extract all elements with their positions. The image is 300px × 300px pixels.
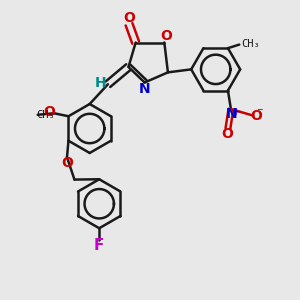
Text: N: N	[226, 107, 237, 122]
Text: F: F	[94, 238, 104, 253]
Text: ⁻: ⁻	[256, 106, 263, 119]
Text: O: O	[44, 105, 55, 119]
Text: O: O	[250, 109, 262, 123]
Text: H: H	[94, 76, 106, 90]
Text: O: O	[160, 29, 172, 43]
Text: O: O	[123, 11, 135, 25]
Text: +: +	[232, 107, 240, 117]
Text: N: N	[139, 82, 150, 96]
Text: O: O	[61, 156, 74, 170]
Text: CH₃: CH₃	[241, 39, 260, 49]
Text: CH₃: CH₃	[36, 110, 55, 120]
Text: O: O	[221, 128, 233, 142]
